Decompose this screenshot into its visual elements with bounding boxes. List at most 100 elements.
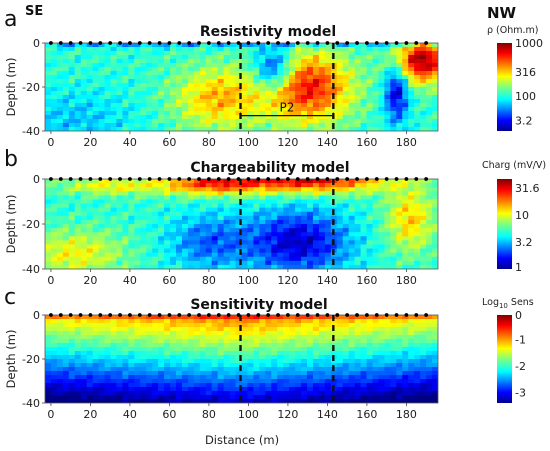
heatmap-cell bbox=[277, 252, 284, 258]
heatmap-cell bbox=[211, 347, 219, 352]
heatmap-cell bbox=[229, 115, 237, 120]
heatmap-cell bbox=[110, 207, 118, 213]
heatmap-cell bbox=[176, 71, 183, 76]
heatmap-cell bbox=[432, 75, 438, 80]
heatmap-cell bbox=[45, 115, 52, 120]
heatmap-cell bbox=[235, 51, 243, 56]
heatmap-cell bbox=[229, 123, 237, 128]
heatmap-cell bbox=[140, 103, 147, 108]
heatmap-cell bbox=[348, 187, 356, 192]
heatmap-cell bbox=[122, 248, 129, 254]
heatmap-cell bbox=[122, 399, 129, 403]
heatmap-cell bbox=[402, 383, 409, 388]
heatmap-cell bbox=[360, 43, 368, 48]
electrode-dot bbox=[108, 177, 113, 181]
heatmap-cell bbox=[384, 195, 391, 201]
heatmap-cell bbox=[223, 47, 231, 52]
heatmap-cell bbox=[432, 183, 438, 188]
heatmap-cell bbox=[283, 264, 290, 269]
heatmap-cell bbox=[432, 327, 438, 332]
heatmap-cell bbox=[372, 207, 380, 213]
electrode-dot bbox=[355, 177, 359, 181]
heatmap-cell bbox=[396, 183, 403, 188]
heatmap-cell bbox=[116, 215, 123, 221]
heatmap-cell bbox=[295, 240, 302, 246]
heatmap-cell bbox=[211, 215, 219, 221]
heatmap-cell bbox=[402, 191, 409, 196]
heatmap-cell bbox=[408, 99, 415, 104]
heatmap-cell bbox=[205, 75, 213, 80]
heatmap-cell bbox=[86, 383, 94, 388]
heatmap-cell bbox=[205, 215, 213, 221]
heatmap-cell bbox=[432, 99, 438, 104]
heatmap-cell bbox=[86, 67, 94, 72]
heatmap-cell bbox=[408, 75, 415, 80]
heatmap-cell bbox=[45, 331, 52, 336]
heatmap-cell bbox=[283, 339, 290, 344]
heatmap-cell bbox=[354, 187, 362, 192]
heatmap-cell bbox=[211, 95, 219, 100]
heatmap-cell bbox=[372, 244, 380, 250]
heatmap-cell bbox=[324, 327, 332, 332]
heatmap-cell bbox=[50, 179, 58, 184]
heatmap-cell bbox=[98, 99, 106, 104]
heatmap-cell bbox=[396, 232, 403, 237]
heatmap-cell bbox=[348, 95, 356, 100]
heatmap-cell bbox=[408, 111, 415, 116]
heatmap-cell bbox=[128, 123, 135, 128]
heatmap-cell bbox=[414, 264, 421, 269]
heatmap-cell bbox=[164, 207, 171, 213]
heatmap-cell bbox=[205, 228, 213, 233]
heatmap-cell bbox=[312, 207, 320, 213]
heatmap-cell bbox=[80, 215, 88, 221]
heatmap-cell bbox=[229, 359, 237, 364]
heatmap-cell bbox=[134, 252, 141, 258]
heatmap-cell bbox=[164, 51, 171, 56]
heatmap-cell bbox=[176, 347, 183, 352]
heatmap-cell bbox=[354, 383, 362, 388]
electrode-dot bbox=[207, 313, 211, 317]
heatmap-cell bbox=[420, 244, 427, 250]
heatmap-cell bbox=[372, 339, 380, 344]
heatmap-cell bbox=[378, 219, 385, 225]
heatmap-cell bbox=[312, 244, 320, 250]
heatmap-cell bbox=[122, 75, 129, 80]
heatmap-cell bbox=[158, 187, 165, 192]
heatmap-cell bbox=[211, 379, 219, 384]
heatmap-cell bbox=[45, 379, 52, 384]
colorbar-c bbox=[497, 315, 512, 403]
heatmap-cell bbox=[152, 83, 159, 88]
heatmap-cell bbox=[360, 399, 368, 403]
heatmap-cell bbox=[104, 59, 112, 64]
heatmap-cell bbox=[301, 91, 308, 96]
heatmap-cell bbox=[372, 51, 380, 56]
heatmap-cell bbox=[122, 260, 129, 266]
heatmap-cell bbox=[372, 199, 380, 205]
heatmap-cell bbox=[348, 75, 356, 80]
heatmap-cell bbox=[360, 379, 368, 384]
heatmap-cell bbox=[158, 63, 165, 68]
heatmap-cell bbox=[176, 103, 183, 108]
heatmap-cell bbox=[211, 359, 219, 364]
heatmap-cell bbox=[116, 355, 123, 360]
heatmap-cell bbox=[354, 327, 362, 332]
heatmap-cell bbox=[354, 379, 362, 384]
heatmap-cell bbox=[116, 260, 123, 266]
heatmap-cell bbox=[140, 203, 147, 209]
heatmap-cell bbox=[146, 331, 153, 336]
heatmap-cell bbox=[360, 115, 368, 120]
heatmap-cell bbox=[253, 59, 260, 64]
heatmap-cell bbox=[259, 187, 266, 192]
heatmap-cell bbox=[110, 331, 118, 336]
heatmap-cell bbox=[402, 391, 409, 396]
y-tick-label: 0 bbox=[33, 173, 40, 186]
heatmap-cell bbox=[342, 359, 350, 364]
heatmap-cell bbox=[62, 391, 70, 396]
heatmap-cell bbox=[74, 199, 82, 205]
heatmap-cell bbox=[324, 95, 332, 100]
heatmap-cell bbox=[122, 395, 129, 400]
heatmap-cell bbox=[420, 199, 427, 205]
heatmap-cell bbox=[104, 179, 112, 184]
heatmap-cell bbox=[104, 224, 112, 229]
